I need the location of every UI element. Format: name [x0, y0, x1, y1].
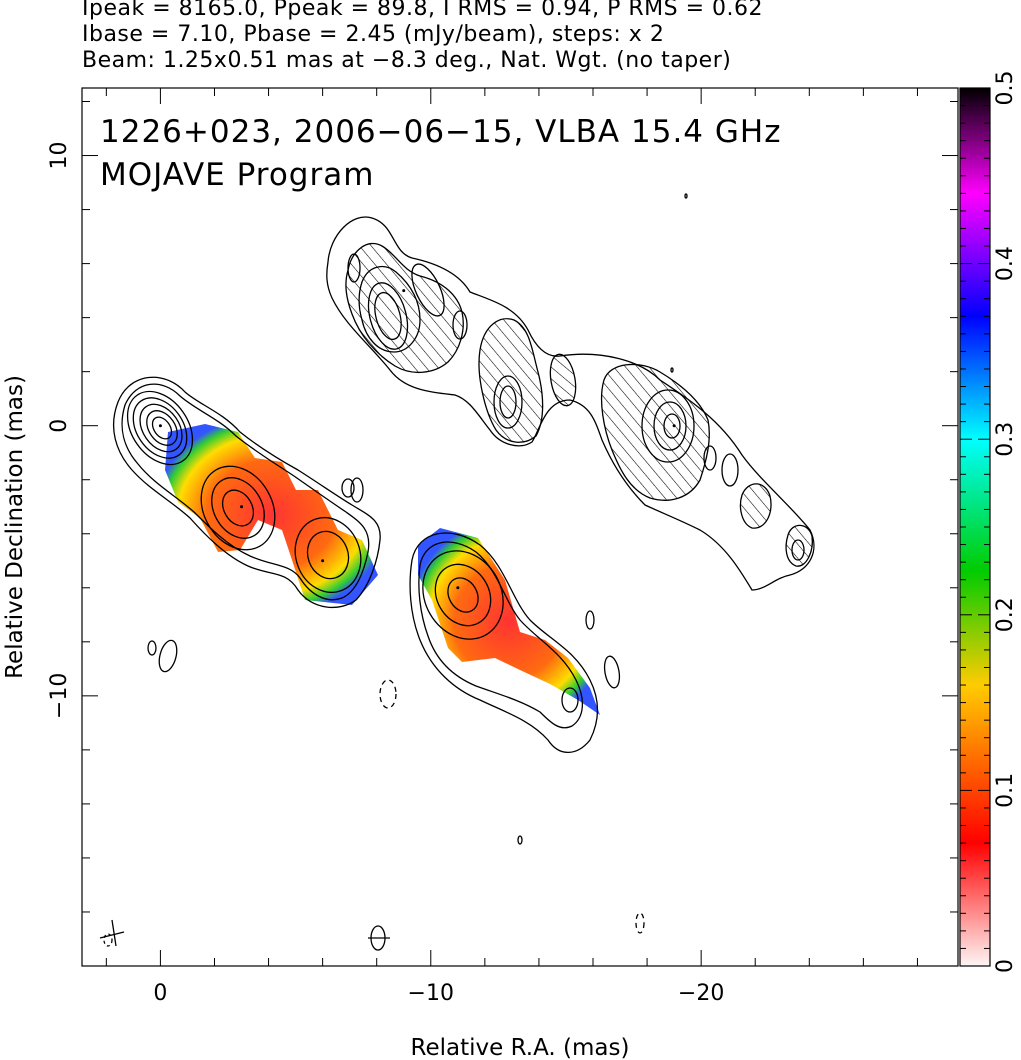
x-tick-label: −10	[408, 981, 454, 1006]
header-line-1: Ipeak = 8165.0, Ppeak = 89.8, I RMS = 0.…	[82, 0, 763, 21]
colorbar-ticks: 0 0.1 0.2 0.3 0.4 0.5	[960, 71, 1018, 973]
colorbar-tick-label: 0	[993, 959, 1018, 973]
y-tick-label: 0	[47, 419, 72, 433]
header-line-3: Beam: 1.25x0.51 mas at −8.3 deg., Nat. W…	[82, 48, 732, 73]
colorbar-tick-label: 0.3	[993, 422, 1018, 457]
component-marker-core	[158, 424, 162, 428]
colorbar-tick-label: 0.2	[993, 597, 1018, 632]
header-line-2: Ibase = 7.10, Pbase = 2.45 (mJy/beam), s…	[82, 22, 665, 47]
pol-region-south-knot	[418, 528, 600, 715]
colorbar-tick-label: 0.1	[993, 773, 1018, 808]
x-tick-label: 0	[153, 981, 167, 1006]
component-marker-knot-3	[456, 586, 460, 590]
x-tick-label: −20	[678, 981, 724, 1006]
colorbar-tick-label: 0.5	[993, 71, 1018, 106]
y-tick-label: 10	[47, 142, 72, 170]
x-tick-labels: 0 −10 −20	[153, 981, 724, 1006]
chart-subtitle: MOJAVE Program	[100, 157, 374, 193]
component-marker-counter-knot-1	[402, 289, 406, 293]
component-marker-knot-1	[240, 505, 244, 509]
polarization-overlay	[165, 424, 600, 715]
y-tick-labels: 10 0 −10	[47, 142, 72, 720]
axis-ticks	[82, 88, 958, 967]
colorbar-tick-label: 0.4	[993, 246, 1018, 281]
contours-north-jet	[326, 193, 815, 591]
plot-frame	[81, 87, 959, 967]
y-axis-label: Relative Declination (mas)	[2, 375, 28, 679]
y-tick-label: −10	[47, 673, 72, 719]
component-marker-counter-knot-2	[672, 424, 676, 428]
chart-title: 1226+023, 2006−06−15, VLBA 15.4 GHz	[100, 114, 781, 150]
contours-main-jet	[99, 376, 645, 951]
x-axis-label: Relative R.A. (mas)	[411, 1035, 630, 1060]
component-marker-knot-2	[321, 559, 325, 563]
